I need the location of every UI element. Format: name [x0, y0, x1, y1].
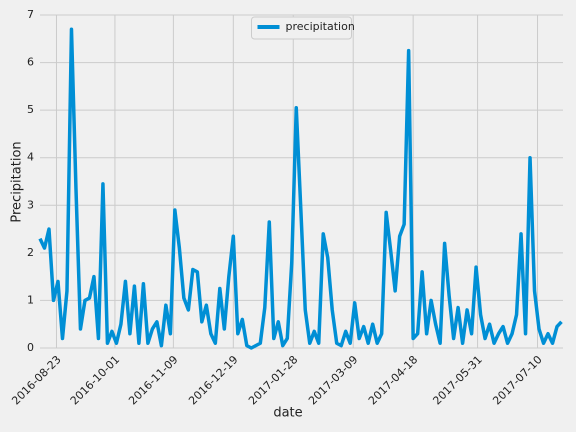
x-tick-label: 2017-01-28	[246, 353, 300, 407]
y-tick-label: 4	[27, 151, 34, 164]
y-tick-label: 2	[27, 246, 34, 259]
x-axis-label: date	[273, 406, 302, 421]
legend: precipitation	[251, 16, 355, 40]
y-tick-label: 5	[27, 103, 34, 116]
data-line	[38, 27, 563, 350]
legend-box	[251, 16, 352, 40]
y-axis-label: Precipitation	[10, 141, 25, 222]
x-tick-label: 2016-11-09	[126, 353, 180, 407]
legend-label: precipitation	[286, 20, 355, 33]
y-tick-label: 6	[27, 56, 34, 69]
y-tick-label: 3	[27, 198, 34, 211]
x-tick-label: 2016-12-19	[186, 353, 240, 407]
x-tick-label: 2017-03-09	[306, 353, 360, 407]
x-tick-label: 2016-08-23	[9, 353, 63, 407]
y-tick-label: 1	[27, 293, 34, 306]
x-tick-label: 2017-04-18	[366, 353, 420, 407]
y-tick-label: 7	[27, 8, 34, 21]
y-tick-label: 0	[27, 341, 34, 354]
x-tick-label: 2017-07-10	[490, 353, 544, 407]
x-tick-label: 2016-10-01	[68, 353, 122, 407]
x-tick-label: 2017-05-31	[430, 353, 484, 407]
